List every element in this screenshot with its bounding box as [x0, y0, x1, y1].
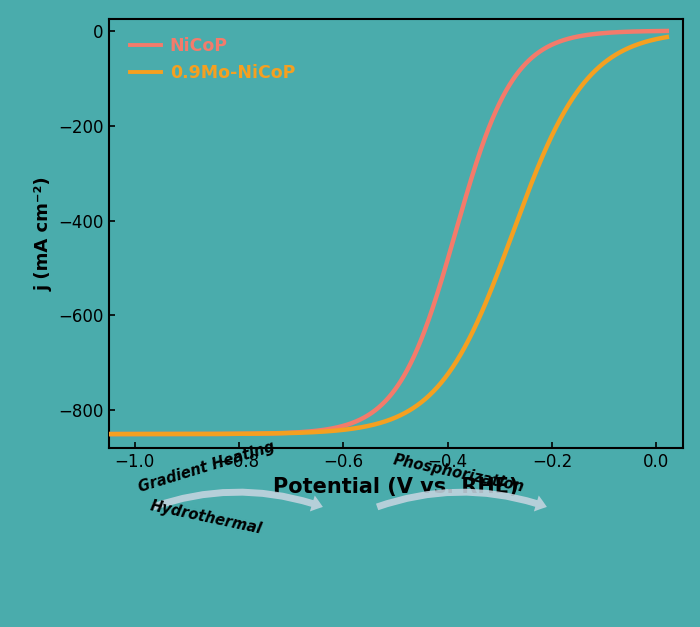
0.9Mo-NiCoP: [376, 419, 384, 427]
Line: 0.9Mo-NiCoP: 0.9Mo-NiCoP: [108, 37, 667, 434]
X-axis label: Potential (V vs. RHE): Potential (V vs. RHE): [273, 477, 518, 497]
NiCoP: [544, 43, 552, 50]
Legend: NiCoP, 0.9Mo-NiCoP: NiCoP, 0.9Mo-NiCoP: [123, 29, 302, 89]
NiCoP: [361, 413, 370, 421]
NiCoP: [663, 27, 671, 34]
Y-axis label: j (mA cm⁻²): j (mA cm⁻²): [34, 176, 52, 291]
NiCoP: [646, 28, 654, 35]
0.9Mo-NiCoP: [544, 140, 552, 147]
0.9Mo-NiCoP: [646, 37, 654, 45]
NiCoP: [104, 430, 113, 438]
0.9Mo-NiCoP: [361, 423, 370, 430]
NiCoP: [376, 403, 384, 410]
NiCoP: [646, 28, 654, 35]
NiCoP: [133, 430, 141, 438]
FancyArrowPatch shape: [152, 488, 323, 512]
FancyArrowPatch shape: [376, 488, 547, 512]
Text: Gradient Heating: Gradient Heating: [136, 439, 276, 495]
0.9Mo-NiCoP: [646, 37, 654, 45]
Line: NiCoP: NiCoP: [108, 31, 667, 434]
0.9Mo-NiCoP: [663, 33, 671, 41]
0.9Mo-NiCoP: [133, 430, 141, 438]
Text: Phosphorization: Phosphorization: [391, 452, 526, 495]
0.9Mo-NiCoP: [104, 430, 113, 438]
Text: Hydrothermal: Hydrothermal: [149, 498, 264, 537]
